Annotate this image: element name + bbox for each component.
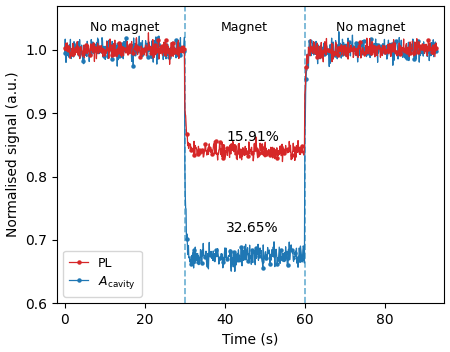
$A_\mathrm{cavity}$ (276, 258, 281, 262)
$A_\mathrm{cavity}$ (336, 30, 342, 34)
PL (98, 45, 103, 50)
Text: Magnet: Magnet (221, 21, 268, 34)
Y-axis label: Normalised signal (a.u.): Normalised signal (a.u.) (5, 71, 19, 237)
Text: 15.91%: 15.91% (226, 130, 279, 144)
PL (256, 152, 261, 156)
X-axis label: Time (s): Time (s) (222, 332, 279, 346)
Text: 32.65%: 32.65% (226, 221, 279, 235)
Line: PL: PL (63, 31, 438, 163)
PL (280, 159, 285, 164)
Text: No magnet: No magnet (336, 21, 405, 34)
$A_\mathrm{cavity}$ (374, 49, 380, 53)
PL (146, 31, 151, 35)
$A_\mathrm{cavity}$ (98, 45, 103, 50)
$A_\mathrm{cavity}$ (390, 42, 395, 46)
Text: No magnet: No magnet (90, 21, 159, 34)
PL (62, 45, 68, 50)
$A_\mathrm{cavity}$ (434, 46, 439, 50)
PL (276, 151, 281, 156)
$A_\mathrm{cavity}$ (232, 269, 238, 274)
PL (176, 56, 181, 61)
Legend: PL, $A_\mathrm{cavity}$: PL, $A_\mathrm{cavity}$ (63, 251, 142, 297)
$A_\mathrm{cavity}$ (176, 49, 181, 54)
PL (434, 48, 439, 52)
PL (374, 54, 380, 58)
PL (390, 43, 395, 47)
Line: $A_\mathrm{cavity}$: $A_\mathrm{cavity}$ (63, 30, 438, 273)
$A_\mathrm{cavity}$ (256, 258, 261, 262)
$A_\mathrm{cavity}$ (62, 51, 68, 55)
